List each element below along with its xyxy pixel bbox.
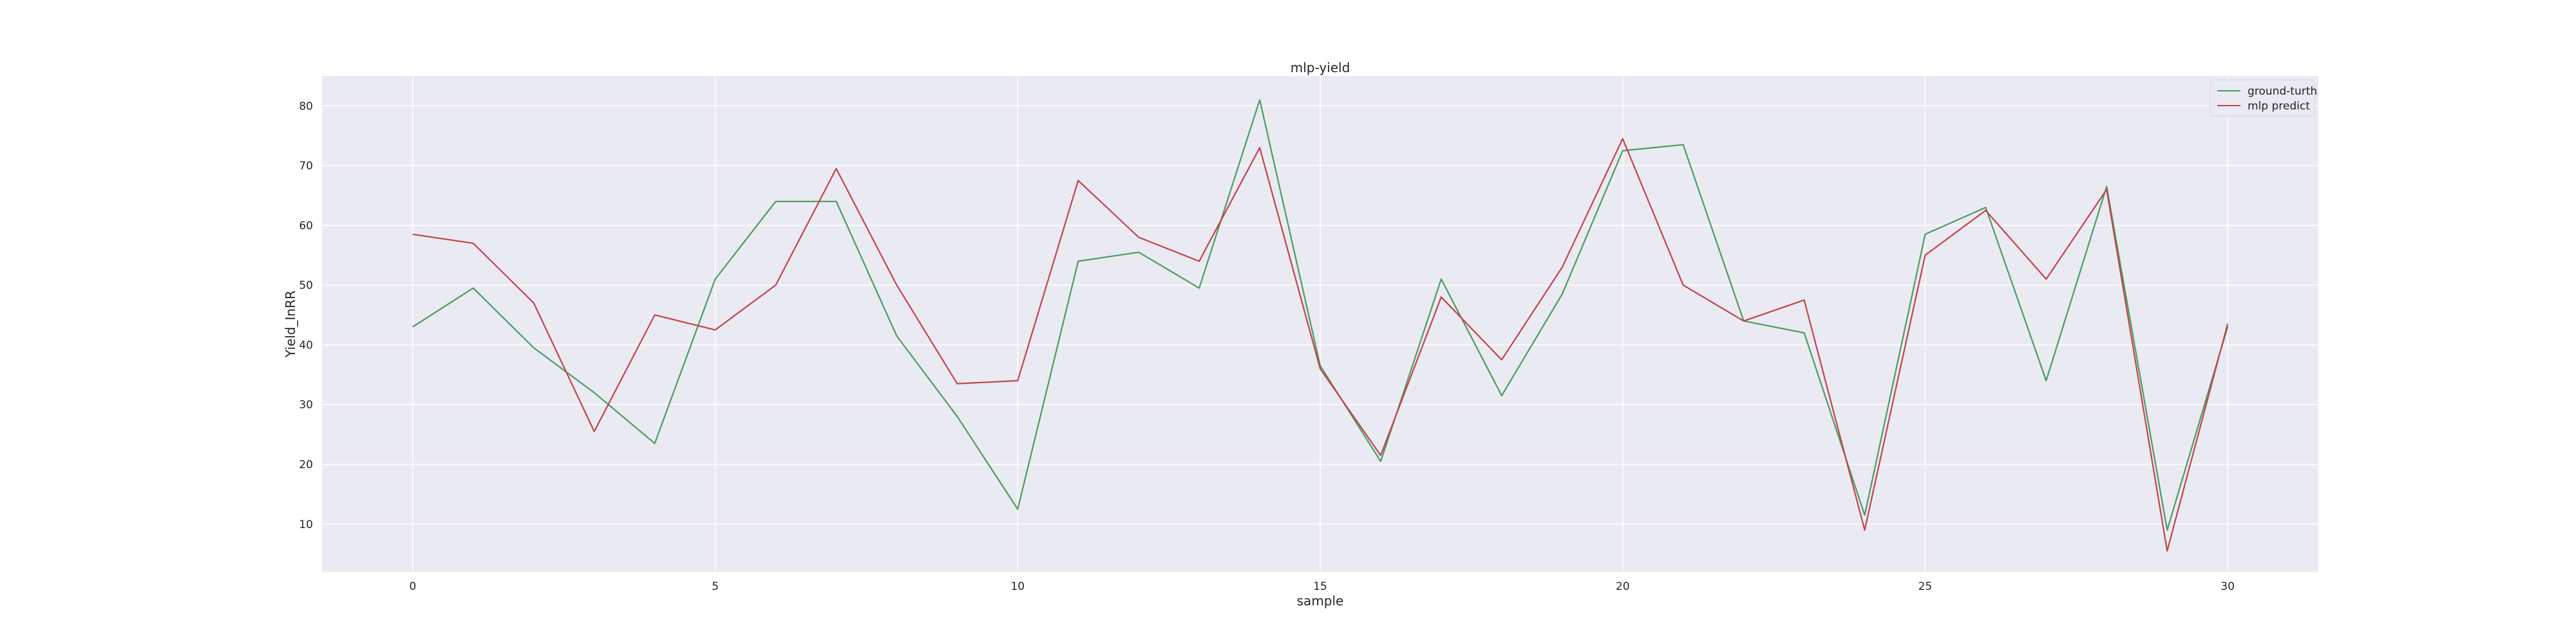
data-point: [1622, 150, 1624, 151]
data-point: [1380, 460, 1381, 462]
data-point: [956, 416, 958, 417]
y-tick-label: 60: [299, 220, 313, 232]
y-tick-labels: 10 20 30 40 50 60 70 80: [299, 100, 313, 531]
data-point: [775, 201, 777, 202]
data-point: [1198, 287, 1200, 289]
data-point: [654, 443, 656, 444]
y-axis-label: Yield_InRR: [283, 290, 298, 358]
x-axis-label: sample: [1297, 593, 1344, 609]
chart-title: mlp-yield: [1291, 60, 1350, 75]
grid-lines: [322, 76, 2318, 572]
data-point: [1622, 138, 1624, 139]
y-tick-label: 80: [299, 100, 313, 113]
data-point: [956, 383, 958, 384]
data-point: [1320, 368, 1321, 370]
legend-label-mlp-predict: mlp predict: [2248, 100, 2310, 113]
x-tick-label: 25: [1918, 580, 1933, 593]
data-point: [1864, 529, 1865, 531]
legend-label-ground-turth: ground-turth: [2248, 85, 2317, 98]
y-tick-label: 10: [299, 518, 313, 531]
data-point: [1501, 359, 1502, 361]
legend: ground-turth mlp predict: [2210, 79, 2317, 117]
y-tick-label: 40: [299, 339, 313, 352]
data-point: [2166, 529, 2168, 531]
x-tick-label: 30: [2221, 580, 2235, 593]
data-point: [835, 168, 837, 169]
y-tick-label: 20: [299, 459, 313, 471]
legend-box: [2210, 79, 2315, 117]
x-tick-label: 10: [1010, 580, 1025, 593]
data-point: [1924, 254, 1926, 256]
data-point: [1985, 210, 1986, 211]
data-point: [1501, 395, 1502, 396]
data-point: [835, 201, 837, 202]
data-point: [1077, 180, 1079, 181]
series-layer: [412, 99, 2229, 552]
data-point: [654, 314, 656, 316]
y-tick-label: 50: [299, 279, 313, 292]
x-tick-label: 15: [1313, 580, 1327, 593]
x-tick-label: 5: [712, 580, 719, 593]
x-tick-label: 20: [1616, 580, 1630, 593]
x-tick-label: 0: [409, 580, 416, 593]
y-tick-label: 70: [299, 160, 313, 173]
x-tick-labels: 0 5 10 15 20 25 30: [409, 580, 2234, 593]
data-point: [1985, 207, 1986, 208]
data-point: [1380, 455, 1381, 456]
y-tick-label: 30: [299, 399, 313, 412]
